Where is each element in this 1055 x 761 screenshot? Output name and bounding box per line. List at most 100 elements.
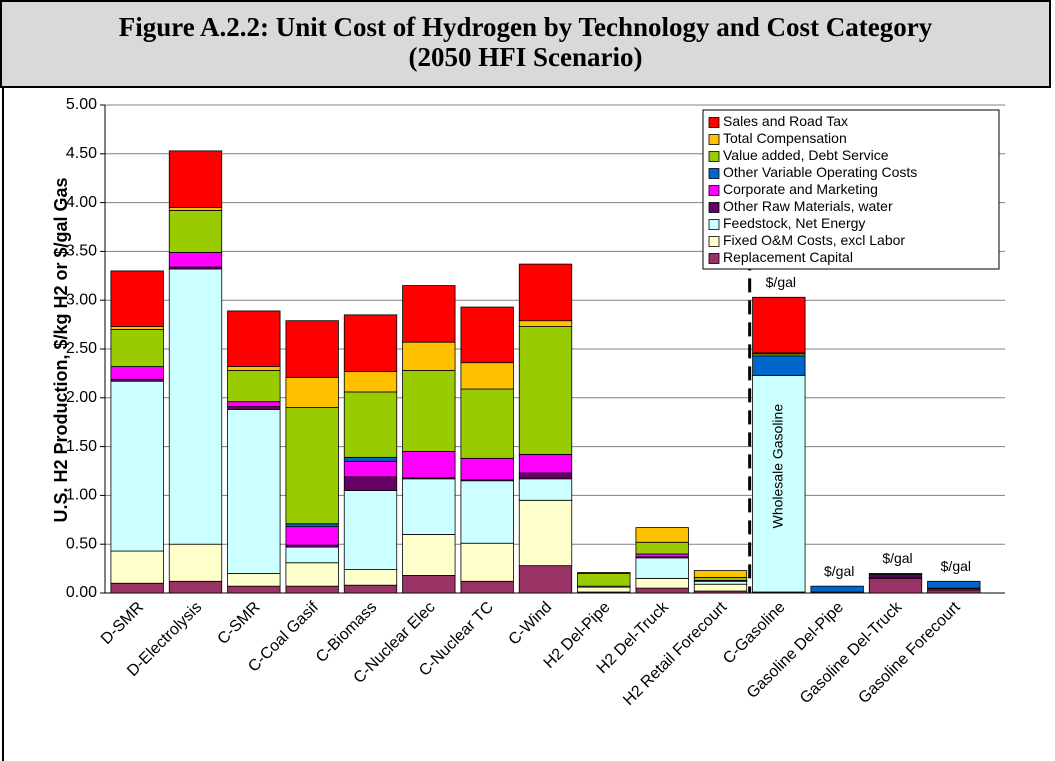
- bar-segment: [752, 355, 806, 376]
- bar-segment: [635, 541, 689, 555]
- legend-label: Replacement Capital: [723, 249, 853, 265]
- legend-label: Other Variable Operating Costs: [723, 164, 917, 180]
- legend-swatch: [708, 253, 720, 264]
- annotation: Wholesale Gasoline: [770, 404, 786, 529]
- bar-segment: [285, 523, 339, 528]
- bar-segment: [402, 370, 456, 452]
- bar-segment: [285, 526, 339, 546]
- bar-segment: [285, 546, 339, 564]
- bar-segment: [343, 371, 398, 393]
- bar-segment: [285, 562, 339, 587]
- bar-segment: [518, 326, 573, 455]
- y-tick-label: 1.00: [66, 487, 97, 504]
- bar-segment: [460, 457, 514, 481]
- annotation: $/gal: [882, 550, 912, 566]
- bar-segment: [343, 391, 398, 458]
- bar-segment: [402, 575, 456, 594]
- legend-label: Value added, Debt Service: [723, 147, 889, 163]
- bar-segment: [110, 582, 164, 594]
- bar-segment: [810, 585, 864, 593]
- legend-label: Total Compensation: [723, 130, 847, 146]
- y-tick-label: 4.50: [66, 145, 97, 162]
- bar-segment: [110, 380, 164, 552]
- legend-label: Corporate and Marketing: [723, 181, 878, 197]
- bar-segment: [693, 580, 748, 585]
- bar-segment: [635, 527, 689, 543]
- figure-header: Figure A.2.2: Unit Cost of Hydrogen by T…: [0, 0, 1051, 88]
- annotation: $/gal: [941, 558, 971, 574]
- bar-segment: [285, 376, 339, 408]
- bar-segment: [285, 320, 339, 378]
- bar-segment: [518, 263, 573, 322]
- bar-segment: [168, 207, 223, 211]
- bar-segment: [402, 451, 456, 479]
- x-tick-label: C-SMR: [215, 599, 264, 648]
- bar-segment: [868, 573, 923, 575]
- y-tick-label: 0.00: [66, 584, 97, 601]
- bar-segment: [168, 543, 223, 582]
- y-tick-label: 0.50: [66, 535, 97, 552]
- y-tick-label: 3.00: [66, 291, 97, 308]
- bar-segment: [402, 478, 456, 535]
- bar-segment: [402, 341, 456, 371]
- bar-segment: [402, 285, 456, 343]
- bar-segment: [110, 270, 164, 327]
- bar-segment: [460, 580, 514, 594]
- bar-segment: [168, 580, 223, 594]
- legend-swatch: [708, 151, 720, 162]
- bar-segment: [693, 570, 748, 578]
- bar-segment: [343, 476, 398, 491]
- bar-segment: [460, 388, 514, 459]
- bar-segment: [868, 577, 923, 594]
- bar-segment: [518, 565, 573, 594]
- x-tick-label: H2 Retail Forecourt: [620, 598, 731, 709]
- bar-segment: [518, 454, 573, 474]
- title-line: Figure A.2.2: Unit Cost of Hydrogen by T…: [118, 12, 933, 42]
- x-tick-label: Gasoline Del-Truck: [797, 598, 906, 707]
- bar-segment: [460, 306, 514, 364]
- legend-swatch: [708, 185, 720, 196]
- bar-segment: [635, 557, 689, 579]
- bar-segment: [227, 310, 281, 367]
- legend-swatch: [708, 134, 720, 145]
- bar-segment: [927, 589, 981, 594]
- bar-segment: [110, 326, 164, 330]
- legend-swatch: [708, 236, 720, 247]
- bar-segment: [227, 585, 281, 594]
- legend-label: Feedstock, Net Energy: [723, 215, 865, 231]
- legend-label: Other Raw Materials, water: [723, 198, 893, 214]
- annotation: $/gal: [824, 563, 854, 579]
- bar-segment: [227, 370, 281, 403]
- bar-segment: [693, 583, 748, 592]
- bar-segment: [285, 407, 339, 525]
- bar-segment: [227, 366, 281, 371]
- bar-segment: [402, 534, 456, 576]
- bar-segment: [460, 542, 514, 582]
- x-tick-label: C-Wind: [506, 599, 556, 649]
- bar-segment: [460, 480, 514, 544]
- legend-label: Sales and Road Tax: [723, 113, 848, 129]
- bar-segment: [168, 268, 223, 545]
- bar-segment: [227, 409, 281, 574]
- bar-segment: [635, 577, 689, 589]
- bar-segment: [343, 456, 398, 462]
- bar-segment: [343, 569, 398, 586]
- bar-segment: [577, 572, 631, 574]
- x-tick-label: Gasoline Del-Pipe: [744, 599, 847, 702]
- bar-segment: [343, 490, 398, 570]
- legend-swatch: [708, 202, 720, 213]
- bar-segment: [168, 251, 223, 268]
- bar-segment: [518, 472, 573, 480]
- bar-segment: [460, 362, 514, 390]
- y-axis-label: U.S. H2 Production, $/kg H2 or $/gal Gas: [51, 177, 71, 522]
- legend-swatch: [708, 117, 720, 128]
- bar-segment: [110, 329, 164, 367]
- bar-segment: [110, 366, 164, 380]
- bar-segment: [577, 573, 631, 587]
- bar-segment: [518, 320, 573, 327]
- x-tick-label: D-SMR: [98, 599, 147, 648]
- bar-segment: [168, 210, 223, 253]
- bar-segment: [168, 150, 223, 208]
- bar-segment: [518, 478, 573, 501]
